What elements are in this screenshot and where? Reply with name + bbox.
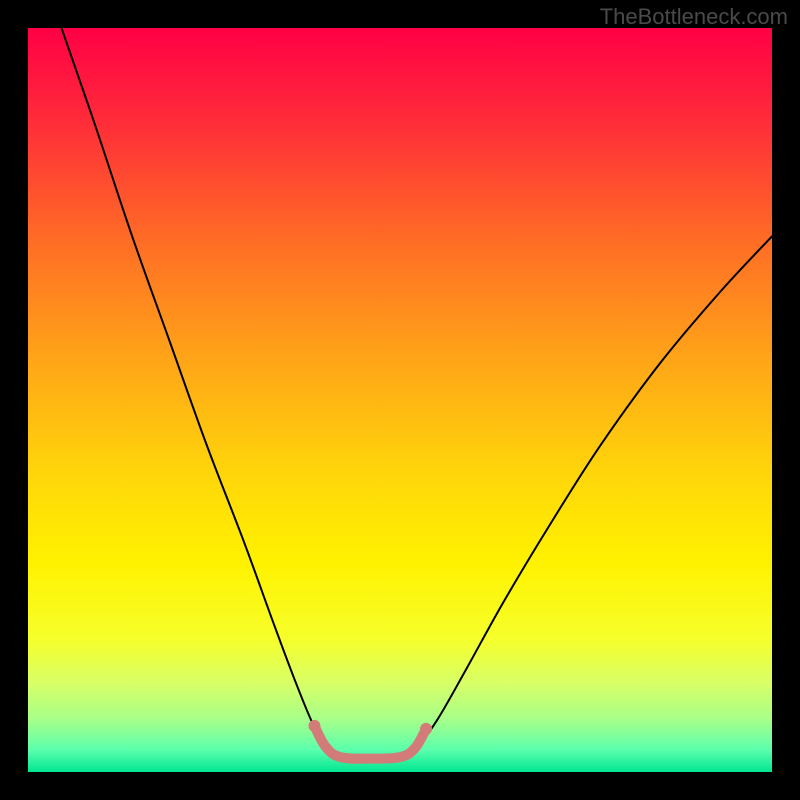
bottom-marker-start [308,720,320,732]
bottleneck-chart [0,0,800,800]
bottom-marker-end [420,723,432,735]
chart-stage: TheBottleneck.com [0,0,800,800]
plot-background [28,28,772,772]
watermark-text: TheBottleneck.com [600,4,788,30]
